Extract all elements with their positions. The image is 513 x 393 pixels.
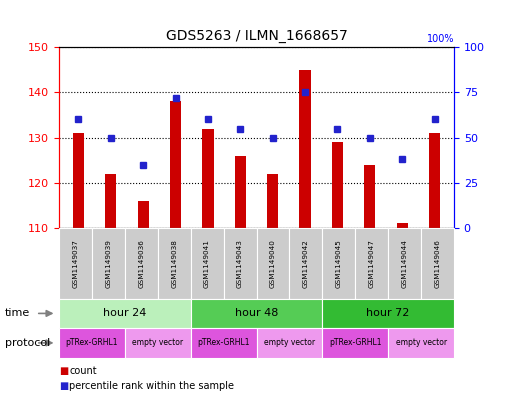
Text: GSM1149044: GSM1149044 bbox=[402, 239, 408, 288]
Bar bbox=[332, 142, 343, 228]
Text: GSM1149041: GSM1149041 bbox=[204, 239, 210, 288]
Text: GSM1149040: GSM1149040 bbox=[270, 239, 276, 288]
Text: empty vector: empty vector bbox=[264, 338, 315, 347]
Bar bbox=[170, 101, 181, 228]
Text: GSM1149038: GSM1149038 bbox=[171, 239, 177, 288]
Text: empty vector: empty vector bbox=[396, 338, 447, 347]
Text: ■: ■ bbox=[59, 366, 68, 376]
Text: GSM1149037: GSM1149037 bbox=[72, 239, 78, 288]
Text: protocol: protocol bbox=[5, 338, 50, 348]
Text: GSM1149036: GSM1149036 bbox=[139, 239, 144, 288]
Text: pTRex-GRHL1: pTRex-GRHL1 bbox=[329, 338, 382, 347]
Text: hour 24: hour 24 bbox=[103, 309, 147, 318]
Text: hour 72: hour 72 bbox=[366, 309, 410, 318]
Text: GSM1149043: GSM1149043 bbox=[237, 239, 243, 288]
Text: GSM1149046: GSM1149046 bbox=[435, 239, 441, 288]
Bar bbox=[364, 165, 376, 228]
Text: count: count bbox=[69, 366, 97, 376]
Bar bbox=[202, 129, 213, 228]
Text: GSM1149047: GSM1149047 bbox=[369, 239, 374, 288]
Text: hour 48: hour 48 bbox=[235, 309, 278, 318]
Text: time: time bbox=[5, 309, 30, 318]
Bar bbox=[105, 174, 116, 228]
Text: GSM1149042: GSM1149042 bbox=[303, 239, 309, 288]
Text: percentile rank within the sample: percentile rank within the sample bbox=[69, 381, 234, 391]
Bar bbox=[267, 174, 279, 228]
Text: ■: ■ bbox=[59, 381, 68, 391]
Text: pTRex-GRHL1: pTRex-GRHL1 bbox=[66, 338, 118, 347]
Bar bbox=[397, 223, 408, 228]
Text: empty vector: empty vector bbox=[132, 338, 183, 347]
Text: pTRex-GRHL1: pTRex-GRHL1 bbox=[198, 338, 250, 347]
Bar bbox=[429, 133, 440, 228]
Bar bbox=[300, 70, 311, 228]
Bar bbox=[234, 156, 246, 228]
Text: 100%: 100% bbox=[426, 35, 454, 44]
Title: GDS5263 / ILMN_1668657: GDS5263 / ILMN_1668657 bbox=[166, 29, 347, 43]
Text: GSM1149039: GSM1149039 bbox=[105, 239, 111, 288]
Bar bbox=[137, 201, 149, 228]
Text: GSM1149045: GSM1149045 bbox=[336, 239, 342, 288]
Bar bbox=[73, 133, 84, 228]
